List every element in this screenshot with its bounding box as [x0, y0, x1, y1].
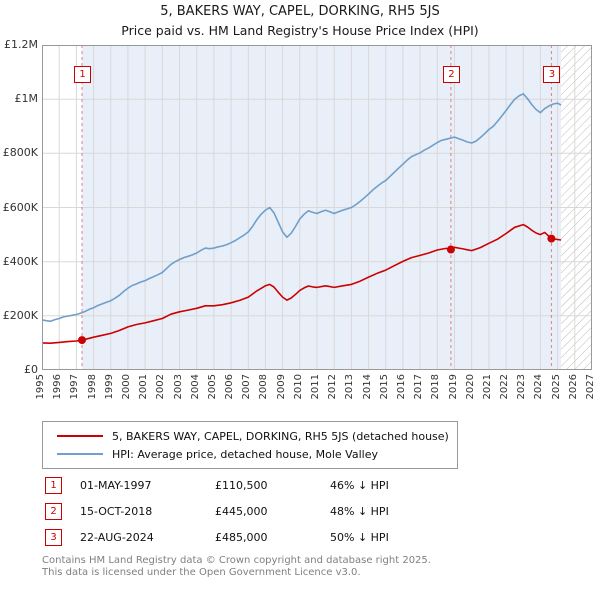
transactions-table: 1 01-MAY-1997 £110,500 46% ↓ HPI 2 15-OC…	[0, 473, 600, 551]
transaction-3-date: 22-AUG-2024	[80, 531, 154, 544]
x-axis-tick-label: 2000	[120, 374, 132, 400]
copyright-line: Contains HM Land Registry data © Crown c…	[42, 555, 431, 566]
x-axis-tick-label: 2007	[241, 374, 253, 400]
transaction-2-date: 15-OCT-2018	[80, 505, 153, 518]
hpi-line-sample-icon	[57, 453, 103, 455]
transaction-3-hpi: 50% ↓ HPI	[330, 531, 389, 544]
x-axis-tick-label: 2020	[464, 374, 476, 400]
x-axis-tick-label: 1995	[35, 374, 46, 400]
transaction-1-marker: 1	[45, 477, 62, 494]
x-axis-tick-label: 2004	[189, 374, 201, 400]
x-axis-tick-label: 1997	[69, 374, 81, 400]
property-line-sample-icon	[57, 435, 103, 437]
x-axis-tick-label: 1996	[52, 374, 64, 400]
y-axis-tick-label: £1.2M	[4, 38, 38, 51]
transaction-2-marker: 2	[45, 503, 62, 520]
x-axis-tick-label: 2003	[172, 374, 184, 400]
x-axis-tick-label: 2006	[224, 374, 236, 400]
y-axis-tick-label: £600K	[2, 200, 38, 214]
y-axis-tick-label: £1M	[14, 92, 39, 106]
y-axis-tick-label: £400K	[2, 254, 38, 268]
transaction-3-price: £485,000	[215, 531, 268, 544]
x-axis-tick-label: 2014	[361, 374, 373, 400]
x-axis-tick-label: 2022	[499, 374, 511, 400]
transaction-1-price: £110,500	[215, 479, 268, 492]
transaction-1-hpi: 46% ↓ HPI	[330, 479, 389, 492]
x-axis-tick-label: 2016	[395, 374, 407, 400]
x-axis-tick-label: 2002	[155, 374, 167, 400]
x-axis-tick-label: 2008	[258, 374, 270, 400]
x-axis-tick-label: 2024	[533, 374, 545, 400]
legend-row-hpi: HPI: Average price, detached house, Mole…	[51, 445, 449, 463]
sale-number-marker: 1	[74, 66, 92, 83]
x-axis-tick-label: 1998	[86, 374, 98, 400]
table-row: 2 15-OCT-2018 £445,000 48% ↓ HPI	[0, 499, 600, 525]
transaction-2-price: £445,000	[215, 505, 268, 518]
x-axis-tick-label: 2023	[516, 374, 528, 400]
x-axis-tick-label: 2010	[292, 374, 304, 400]
x-axis-tick-label: 2015	[378, 374, 390, 400]
y-axis-tick-label: £0	[24, 363, 38, 376]
transaction-1-date: 01-MAY-1997	[80, 479, 152, 492]
sale-number-marker: 2	[442, 66, 460, 83]
legend: 5, BAKERS WAY, CAPEL, DORKING, RH5 5JS (…	[42, 421, 458, 469]
x-axis-tick-label: 2026	[567, 374, 579, 400]
x-axis-tick-label: 2009	[275, 374, 287, 400]
x-axis-tick-label: 2011	[310, 374, 321, 400]
legend-label-hpi: HPI: Average price, detached house, Mole…	[112, 447, 378, 461]
sale-number-marker: 3	[543, 66, 561, 83]
page-subtitle: Price paid vs. HM Land Registry's House …	[121, 23, 479, 38]
legend-row-property: 5, BAKERS WAY, CAPEL, DORKING, RH5 5JS (…	[51, 427, 449, 445]
x-axis-tick-label: 2025	[550, 374, 562, 400]
transaction-3-marker: 3	[45, 529, 62, 546]
x-axis-tick-label: 2012	[327, 374, 339, 400]
x-axis-tick-label: 2021	[481, 374, 493, 400]
x-axis-tick-label: 2013	[344, 374, 356, 400]
page-title: 5, BAKERS WAY, CAPEL, DORKING, RH5 5JS	[160, 4, 440, 19]
licence-line: This data is licensed under the Open Gov…	[42, 567, 361, 578]
table-row: 1 01-MAY-1997 £110,500 46% ↓ HPI	[0, 473, 600, 499]
x-axis-tick-label: 1999	[103, 374, 115, 400]
x-axis-tick-label: 2005	[206, 374, 218, 400]
x-axis-tick-label: 2001	[138, 374, 150, 400]
price-chart-plot	[42, 45, 592, 370]
x-axis-tick-label: 2017	[413, 374, 425, 400]
y-axis-tick-label: £800K	[2, 146, 38, 160]
x-axis-tick-label: 2027	[585, 374, 596, 400]
x-axis-tick-label: 2019	[447, 374, 459, 400]
x-axis-tick-label: 2018	[430, 374, 442, 400]
legend-label-property: 5, BAKERS WAY, CAPEL, DORKING, RH5 5JS (…	[112, 429, 449, 443]
y-axis-tick-label: £200K	[2, 308, 38, 322]
table-row: 3 22-AUG-2024 £485,000 50% ↓ HPI	[0, 525, 600, 551]
transaction-2-hpi: 48% ↓ HPI	[330, 505, 389, 518]
